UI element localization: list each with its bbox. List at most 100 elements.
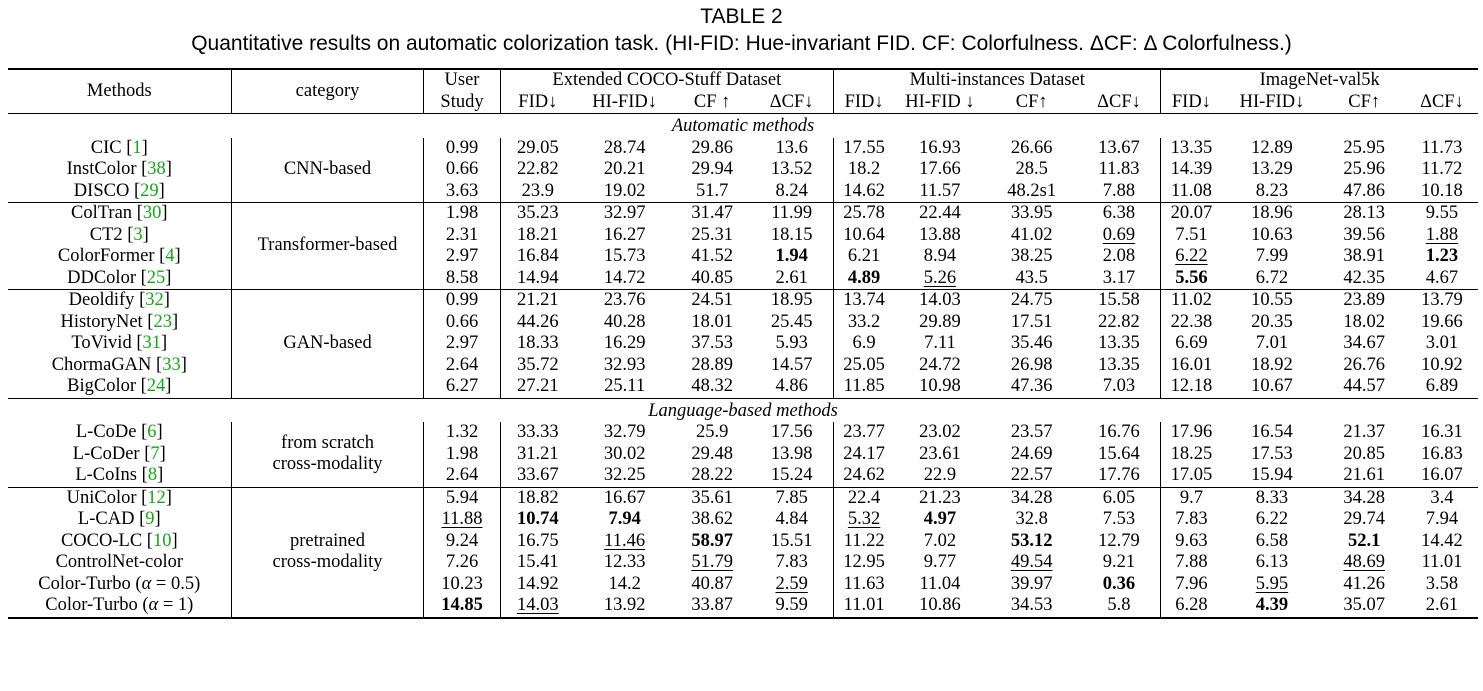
metric-value: 33.2	[834, 312, 894, 334]
metric-value: 18.33	[500, 333, 575, 355]
metric-value: 25.96	[1323, 159, 1406, 181]
category-label: from scratch	[281, 432, 375, 453]
citation-link[interactable]: 25	[146, 267, 166, 288]
user-study-value: 1.32	[423, 422, 501, 444]
citation-link[interactable]: 23	[153, 311, 172, 332]
cell-value: 18.25	[1170, 443, 1213, 464]
cell-value: 2.61	[775, 267, 808, 288]
methods-header: Methods	[8, 70, 232, 114]
header-row-2: Study FID↓ HI-FID↓ CF ↑ ΔCF↓ FID↓ HI-FID…	[8, 91, 1478, 114]
citation-link[interactable]: 33	[162, 354, 181, 375]
cell-value: 30.02	[603, 443, 646, 464]
cell-value: 6.27	[445, 376, 479, 396]
cell-value: 34.67	[1343, 333, 1386, 353]
table-row: BigColor [24] 6.27 27.21 25.11 48.32 4.86 11.8…	[8, 376, 1478, 398]
cell-value: 10.23	[441, 573, 483, 594]
cell-value: 9.24	[445, 530, 479, 551]
metric-value: 18.21	[500, 225, 575, 247]
metric-value: 34.28	[985, 486, 1078, 509]
cell-value: 4.84	[775, 509, 808, 529]
citation-link[interactable]: 8	[147, 465, 158, 485]
citation-link[interactable]: 9	[145, 509, 155, 529]
citation-link[interactable]: 4	[165, 246, 175, 266]
method-label: UniColor	[66, 487, 137, 508]
cell-value: 7.26	[445, 552, 479, 572]
citation-link[interactable]: 3	[133, 224, 143, 245]
metric-value: 8.23	[1221, 181, 1322, 203]
citation-link[interactable]: 38	[147, 159, 166, 179]
method-label: L-CoDe	[75, 422, 137, 442]
metric-value: 15.58	[1077, 289, 1162, 312]
cell-value: 11.02	[1170, 290, 1212, 310]
cell-value: 12.18	[1170, 376, 1213, 396]
cell-value: 34.28	[1343, 487, 1386, 508]
metric-value: 51.79	[674, 552, 750, 574]
cell-value: 18.96	[1251, 203, 1293, 223]
metric-value: 4.86	[750, 376, 835, 398]
metric-value: 17.96	[1161, 422, 1221, 444]
metric-header: CF ↑	[693, 91, 731, 112]
cell-value: 48.32	[691, 376, 733, 396]
metric-value: 11.83	[1077, 159, 1162, 181]
citation-link[interactable]: 12	[147, 487, 166, 508]
cell-value: 26.76	[1343, 354, 1386, 375]
cell-value: 7.03	[1102, 376, 1136, 396]
metric-value: 15.24	[750, 465, 835, 487]
metric-value: 40.85	[674, 268, 750, 290]
citation-link[interactable]: 30	[142, 203, 162, 223]
cell-value: 2.97	[445, 333, 479, 353]
metric-value: 12.18	[1161, 376, 1221, 398]
cell-value: 34.53	[1010, 595, 1053, 615]
metric-value: 51.7	[674, 181, 750, 203]
cell-value: 21.37	[1343, 422, 1386, 442]
citation-link[interactable]: 29	[140, 180, 159, 201]
user-study-value: 2.97	[423, 333, 501, 355]
citation-link[interactable]: 10	[152, 530, 172, 551]
cell-value: 21.21	[517, 290, 559, 310]
cell-value: 47.36	[1010, 376, 1053, 396]
cell-value: 25.9	[696, 422, 729, 442]
user-study-value: 2.64	[423, 354, 501, 376]
citation-link[interactable]: 31	[142, 333, 162, 353]
cell-value: 11.01	[1421, 552, 1463, 572]
citation-link[interactable]: 32	[145, 290, 164, 310]
metric-value: 18.95	[750, 289, 835, 312]
metric-value: 22.4	[833, 486, 895, 509]
cell-value: 33.95	[1010, 203, 1053, 223]
metric-value: 13.79	[1405, 289, 1478, 312]
cell-value: 17.51	[1010, 311, 1053, 332]
cell-value: 26.98	[1010, 354, 1053, 375]
cell-value: 37.53	[691, 333, 733, 353]
citation-link[interactable]: 6	[147, 422, 157, 442]
cell-value: 6.89	[1425, 376, 1459, 396]
metric-value: 22.82	[500, 159, 575, 181]
metric-value: 16.84	[500, 246, 575, 268]
citation-link[interactable]: 1	[132, 137, 142, 158]
metric-value: 28.5	[986, 159, 1078, 181]
cell-value: 24.75	[1010, 290, 1053, 310]
cell-value: 38.62	[691, 509, 733, 529]
cell-value: 11.85	[843, 376, 885, 396]
metric-value: 10.74	[500, 509, 575, 531]
cell-value: 14.03	[919, 290, 961, 310]
cell-value: 6.21	[847, 246, 881, 266]
cell-value: 15.24	[770, 465, 813, 485]
cell-value: 10.92	[1421, 354, 1463, 375]
cell-value: 25.45	[770, 311, 813, 332]
method-name: L-CAD [9]	[8, 509, 232, 531]
method-name: UniColor [12]	[8, 486, 232, 509]
cell-value: 20.85	[1343, 443, 1386, 464]
method-label: CIC	[90, 137, 122, 158]
method-label: ChormaGAN	[51, 354, 152, 375]
group-header-multi: Multi-instances Dataset	[833, 70, 1162, 92]
cell-value: 58.97	[691, 530, 733, 551]
citation-link[interactable]: 24	[146, 376, 166, 396]
table-row: UniColor [12] pretrained cross-modality 5.9…	[8, 486, 1478, 618]
cell-value: 13.35	[1098, 354, 1140, 375]
metric-value: 26.76	[1323, 355, 1406, 377]
cell-value: 2.61	[1425, 595, 1459, 615]
citation-link[interactable]: 7	[150, 443, 160, 464]
cell-value: 8.24	[775, 180, 808, 201]
cell-value: 29.74	[1343, 509, 1386, 529]
user-study-value: 0.99	[423, 289, 501, 312]
